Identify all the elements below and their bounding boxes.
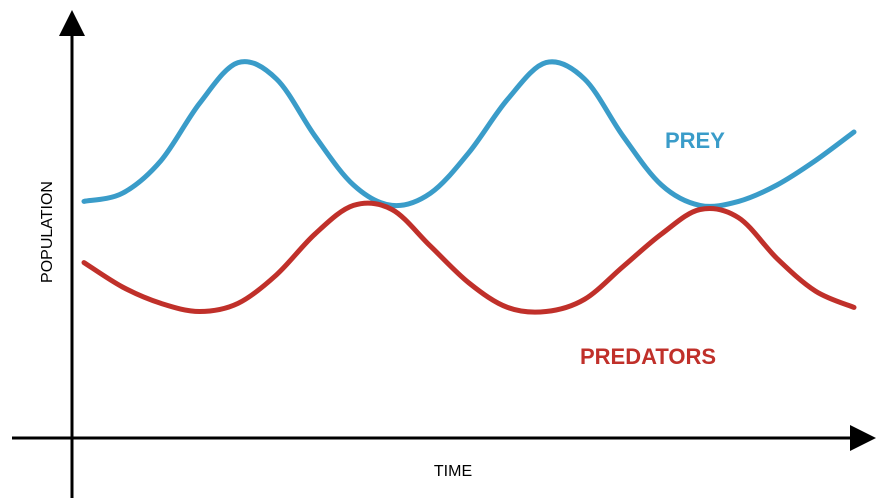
series-label-predators: PREDATORS: [580, 344, 716, 369]
y-axis-arrow: [59, 10, 85, 36]
series-label-prey: PREY: [665, 128, 725, 153]
series-line-predators: [81, 200, 857, 315]
y-axis-title: POPULATION: [39, 181, 56, 283]
x-axis-arrow: [850, 425, 876, 451]
series-line-prey: [81, 59, 857, 209]
x-axis-title: TIME: [434, 463, 472, 480]
